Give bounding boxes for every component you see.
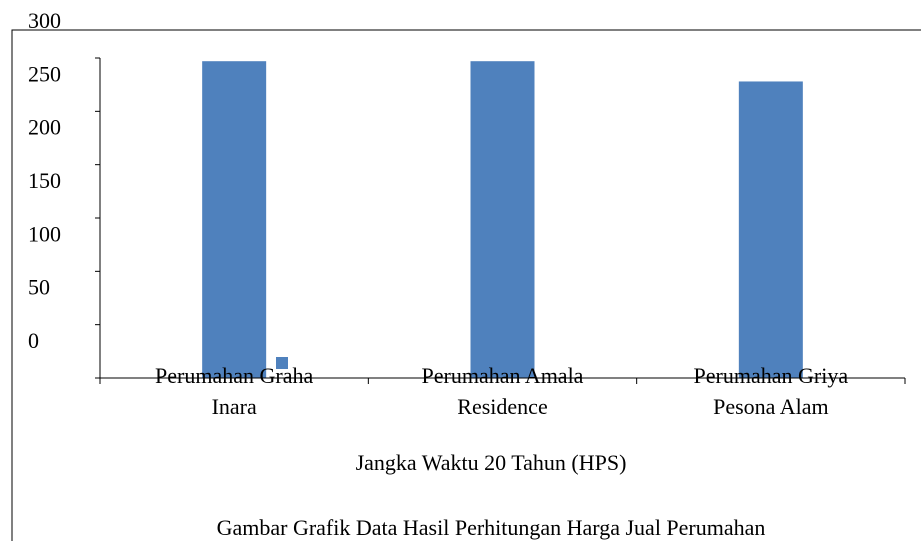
x-tick-label: Perumahan Amala Residence: [421, 363, 584, 419]
y-tick-label: 200: [28, 115, 61, 140]
bar: [470, 61, 535, 378]
x-axis-title: Jangka Waktu 20 Tahun (HPS): [356, 450, 627, 475]
y-tick-label: 300: [28, 8, 61, 33]
y-tick-label: 50: [28, 275, 50, 300]
bar: [202, 61, 267, 378]
x-tick-label: Perumahan Griya Pesona Alam: [693, 363, 849, 419]
legend-swatch: [276, 357, 288, 369]
y-tick-label: 150: [28, 168, 61, 193]
y-tick-label: 250: [28, 61, 61, 86]
legend-label: Gambar Grafik Data Hasil Perhitungan Har…: [217, 515, 766, 540]
chart-border: [11, 29, 921, 541]
bar: [738, 81, 803, 378]
y-tick-label: 100: [28, 221, 61, 246]
x-tick-label: Perumahan Graha Inara: [155, 363, 314, 419]
y-tick-label: 0: [28, 328, 39, 353]
